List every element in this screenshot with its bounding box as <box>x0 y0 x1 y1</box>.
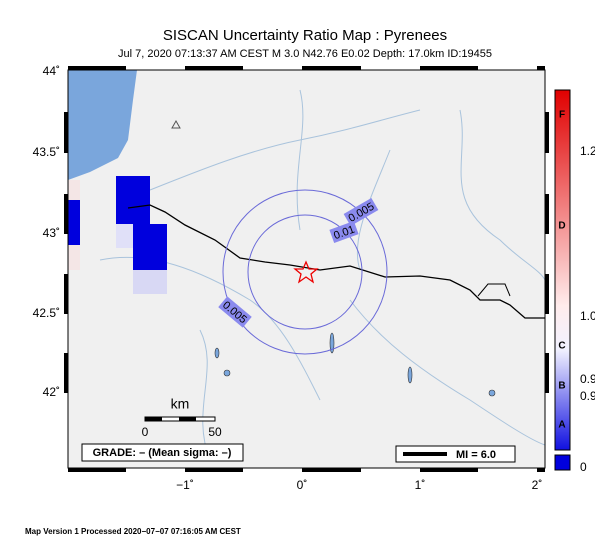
lat-label: 44˚ <box>43 64 60 78</box>
frame-band <box>537 66 545 70</box>
lat-label: 43.5˚ <box>33 145 60 159</box>
frame-band <box>420 468 478 472</box>
lon-label: 0˚ <box>297 478 308 492</box>
river <box>199 329 211 461</box>
title: SISCAN Uncertainty Ratio Map : Pyrenees <box>163 27 447 44</box>
contour <box>222 189 388 355</box>
river <box>296 89 304 231</box>
frame-band <box>64 353 68 393</box>
river <box>349 299 546 446</box>
sea <box>68 70 137 180</box>
mi: MI = 6.0 <box>456 449 496 461</box>
colorbar-value: 0.9 <box>580 389 595 403</box>
lon-label: −1˚ <box>176 478 194 492</box>
footer: Map Version 1 Processed 2020−07−07 07:16… <box>25 527 241 536</box>
cell <box>116 224 133 248</box>
frame-band <box>537 468 545 472</box>
frame-band <box>64 194 68 234</box>
cell <box>68 200 80 245</box>
colorbar-under <box>554 454 571 471</box>
river <box>149 109 421 191</box>
contour <box>247 214 363 330</box>
icon <box>171 119 181 129</box>
river <box>459 109 546 281</box>
frame-band <box>302 66 361 70</box>
scale-bar <box>179 417 196 421</box>
grade: GRADE: – (Mean sigma: –) <box>93 447 232 459</box>
colorbar <box>554 89 571 451</box>
mi-box <box>395 445 516 463</box>
frame-band <box>545 274 549 314</box>
colorbar-letter: C <box>558 341 565 352</box>
cell <box>133 270 167 294</box>
frame-band <box>68 66 126 70</box>
scale-unit: km <box>171 396 190 412</box>
scale-start: 0 <box>142 425 149 439</box>
colorbar-value: 0 <box>580 460 587 474</box>
lat-label: 42˚ <box>43 385 60 399</box>
subtitle: Jul 7, 2020 07:13:37 AM CEST M 3.0 N42.7… <box>118 48 492 60</box>
frame-band <box>185 468 243 472</box>
lake <box>329 332 335 354</box>
contour-label-box <box>218 296 252 328</box>
cell <box>133 224 167 272</box>
grade-box <box>81 443 244 462</box>
frame-band <box>420 66 478 70</box>
colorbar-letter: B <box>558 381 565 392</box>
frame-band <box>68 468 126 472</box>
lon-label: 2˚ <box>532 478 543 492</box>
lake <box>214 347 220 359</box>
frame-band <box>545 112 549 153</box>
colorbar-letter: D <box>558 221 565 232</box>
epicenter <box>293 260 319 284</box>
frame-band <box>185 66 243 70</box>
scale-end: 50 <box>208 425 222 439</box>
contour-label-box <box>343 197 379 227</box>
lake <box>223 369 231 377</box>
frame-band <box>545 353 549 393</box>
cell <box>116 176 150 224</box>
colorbar-value: 1.0 <box>580 309 595 323</box>
frame-band <box>64 112 68 153</box>
frame-band <box>545 194 549 234</box>
border <box>477 283 511 297</box>
lake <box>488 389 496 397</box>
frame-band <box>64 274 68 314</box>
lat-label: 43˚ <box>43 226 60 240</box>
colorbar-letter: A <box>558 420 565 431</box>
colorbar-value: 0.9 <box>580 372 595 386</box>
lon-label: 1˚ <box>415 478 426 492</box>
colorbar-letter: F <box>559 110 565 121</box>
contour-label-box <box>329 220 359 244</box>
lat-label: 42.5˚ <box>33 306 60 320</box>
colorbar-value: 1.2 <box>580 144 595 158</box>
lake <box>407 366 413 384</box>
scale-bar <box>145 417 162 421</box>
frame-band <box>302 468 361 472</box>
border <box>127 204 545 319</box>
